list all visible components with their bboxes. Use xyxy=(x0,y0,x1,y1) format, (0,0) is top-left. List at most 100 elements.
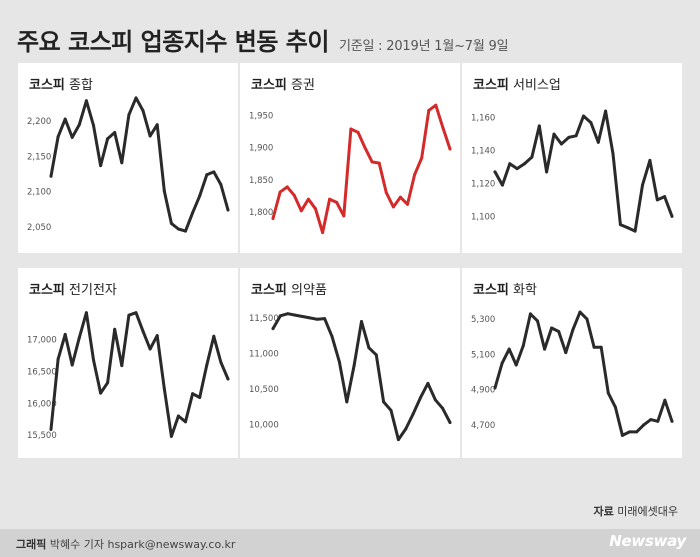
data-point xyxy=(626,226,630,230)
data-point xyxy=(574,134,578,138)
data-point xyxy=(127,313,131,317)
y-tick-label: 1,900 xyxy=(249,144,273,154)
y-tick-label: 16,000 xyxy=(27,399,57,409)
chart-panel-kospi-pharma: 코스피 의약품 10,000 10,500 11,000 11,500 xyxy=(240,268,460,458)
data-point xyxy=(169,434,173,438)
data-point xyxy=(537,124,541,128)
credit-text: 그래픽 박혜수 기자 hspark@newsway.co.kr xyxy=(16,536,235,552)
data-point xyxy=(271,327,275,331)
data-point xyxy=(337,360,341,364)
data-point xyxy=(162,189,166,193)
data-point xyxy=(382,400,386,404)
data-point xyxy=(191,392,195,396)
data-point xyxy=(391,205,395,209)
data-point xyxy=(656,419,660,423)
data-point xyxy=(148,134,152,138)
y-tick-label: 16,500 xyxy=(27,367,57,377)
y-tick-label: 1,160 xyxy=(471,114,495,124)
data-point xyxy=(585,317,589,321)
chart-title: 코스피 종합 xyxy=(29,74,93,93)
data-point xyxy=(308,316,312,320)
data-point xyxy=(63,332,67,336)
y-tick-label: 2,200 xyxy=(27,117,51,127)
data-point xyxy=(49,427,53,431)
chart-title-bold: 코스피 xyxy=(251,78,287,93)
chart-panel-kospi-electronics: 코스피 전기전자 15,500 16,000 16,500 17,000 xyxy=(18,268,238,458)
data-point xyxy=(342,214,346,218)
data-point xyxy=(106,381,110,385)
chart-panel-kospi-composite: 코스피 종합 2,050 2,100 2,150 2,200 xyxy=(18,63,238,253)
data-point xyxy=(299,209,303,213)
data-point xyxy=(360,320,363,323)
data-point xyxy=(293,313,297,317)
data-point xyxy=(226,377,230,381)
data-point xyxy=(398,195,402,199)
data-point xyxy=(599,345,603,349)
data-point xyxy=(99,391,103,395)
data-point xyxy=(413,173,417,177)
data-point xyxy=(141,329,145,333)
data-point xyxy=(335,200,339,204)
data-point xyxy=(278,314,282,318)
data-point xyxy=(641,183,644,187)
data-point xyxy=(448,147,452,151)
data-point xyxy=(315,317,319,321)
chart-title-rest: 의약품 xyxy=(291,283,327,298)
data-point xyxy=(84,99,88,103)
data-point xyxy=(649,418,653,422)
y-tick-label: 1,950 xyxy=(249,112,273,122)
data-point xyxy=(406,202,409,206)
data-point xyxy=(528,312,532,316)
data-point xyxy=(663,195,667,199)
y-tick-label: 2,100 xyxy=(27,188,51,198)
chart-title-rest: 전기전자 xyxy=(69,283,117,298)
credit-bar: 그래픽 박혜수 기자 hspark@newsway.co.kr Newsway xyxy=(0,529,700,557)
y-tick-label: 5,100 xyxy=(471,350,495,360)
data-point xyxy=(92,358,95,362)
data-point xyxy=(508,162,512,166)
data-point xyxy=(404,427,408,431)
chart-title-bold: 코스피 xyxy=(29,283,65,298)
data-point xyxy=(106,137,110,141)
data-point xyxy=(613,405,617,409)
data-point xyxy=(49,174,53,178)
y-tick-label: 17,000 xyxy=(27,335,57,345)
data-point xyxy=(633,229,637,233)
data-point xyxy=(564,351,568,355)
data-point xyxy=(427,108,431,112)
data-point xyxy=(557,330,561,333)
data-point xyxy=(56,357,60,361)
data-point xyxy=(434,103,438,107)
data-point xyxy=(578,310,582,314)
data-point xyxy=(642,423,646,427)
chart-title-bold: 코스피 xyxy=(473,283,509,298)
data-point xyxy=(611,152,615,156)
series-line xyxy=(493,310,674,437)
data-point xyxy=(176,414,180,418)
page-subtitle: 기준일 : 2019년 1월~7월 9일 xyxy=(338,39,509,54)
data-point xyxy=(113,131,117,134)
data-point xyxy=(493,170,497,174)
data-point xyxy=(148,347,152,351)
series-line xyxy=(493,109,674,233)
data-point xyxy=(567,135,571,139)
y-tick-label: 10,000 xyxy=(249,421,279,431)
data-point xyxy=(162,387,166,391)
y-tick-label: 1,800 xyxy=(249,208,273,218)
y-tick-label: 11,000 xyxy=(249,350,279,360)
y-tick-label: 4,700 xyxy=(471,421,495,431)
data-point xyxy=(286,312,290,316)
chart-svg: 1,100 1,120 1,140 1,160 xyxy=(471,109,674,233)
data-point xyxy=(191,211,195,215)
chart-panel-kospi-securities: 코스피 증권 1,800 1,850 1,900 1,950 xyxy=(240,63,460,253)
header: 주요 코스피 업종지수 변동 추이 기준일 : 2019년 1월~7월 9일 xyxy=(17,22,509,56)
data-point xyxy=(176,227,180,231)
data-point xyxy=(301,315,304,318)
data-point xyxy=(77,123,81,127)
data-point xyxy=(323,317,327,321)
data-point xyxy=(500,183,504,187)
data-point xyxy=(226,208,230,212)
data-point xyxy=(77,336,81,340)
data-point xyxy=(596,140,600,144)
source-label: 자료 xyxy=(593,505,614,518)
